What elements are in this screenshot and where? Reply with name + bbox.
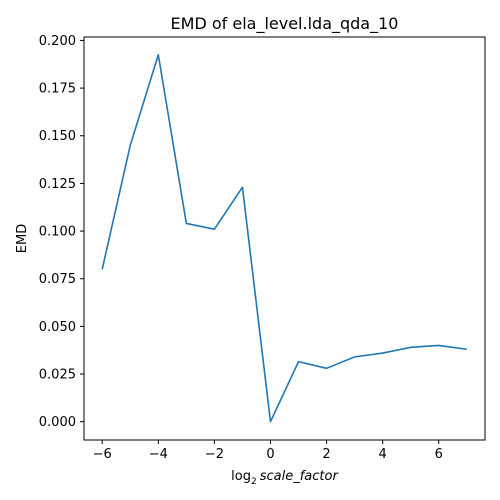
x-axis-label: log2 scale_factor	[231, 469, 339, 487]
x-tick-label: −4	[149, 447, 168, 462]
y-tick-label: 0.025	[39, 368, 76, 383]
x-label-variable: scale_factor	[260, 469, 340, 484]
axes-frame	[83, 36, 486, 441]
x-label-log: log	[231, 469, 251, 484]
y-tick-label: 0.075	[39, 272, 76, 287]
x-label-subscript: 2	[251, 477, 257, 487]
y-tick-label: 0.100	[39, 225, 76, 240]
x-tick-label: 6	[435, 447, 443, 462]
y-tick-label: 0.200	[39, 34, 76, 49]
x-axis-ticks: −6 −4 −2 0 2 4 6	[93, 440, 443, 462]
x-tick-label: 4	[379, 447, 387, 462]
y-tick-label: 0.125	[39, 177, 76, 192]
y-tick-label: 0.050	[39, 320, 76, 335]
x-tick-label: −2	[205, 447, 224, 462]
y-tick-label: 0.000	[39, 415, 76, 430]
chart-title: EMD of ela_level.lda_qda_10	[171, 14, 399, 34]
y-tick-label: 0.175	[39, 82, 76, 97]
y-axis-ticks: 0.000 0.025 0.050 0.075 0.100 0.125 0.150 0.175…	[39, 34, 84, 430]
series-layer	[101, 53, 467, 423]
y-tick-label: 0.150	[39, 129, 76, 144]
x-tick-label: 2	[322, 447, 330, 462]
y-axis-label: EMD	[15, 224, 30, 253]
series-line-emd	[101, 53, 467, 423]
plot-area	[83, 36, 486, 441]
x-tick-label: 0	[266, 447, 274, 462]
x-tick-label: −6	[93, 447, 112, 462]
